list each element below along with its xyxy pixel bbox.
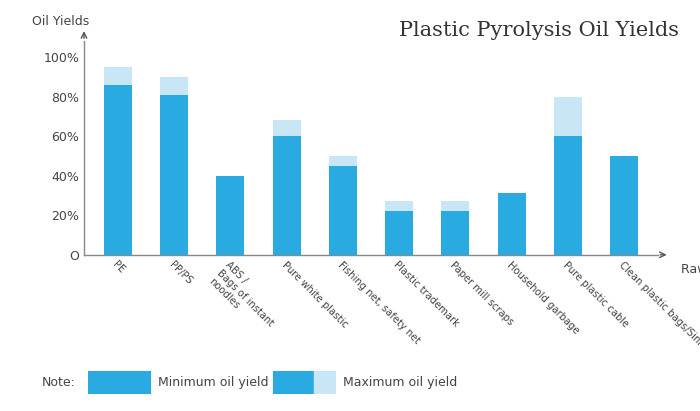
Bar	[554, 136, 582, 255]
Bar	[272, 136, 301, 255]
Bar	[329, 156, 357, 255]
Bar	[314, 371, 336, 394]
Text: Raw  Materials: Raw Materials	[681, 263, 700, 276]
Bar	[441, 201, 470, 255]
Text: Maximum oil yield: Maximum oil yield	[343, 376, 457, 389]
Bar	[104, 67, 132, 255]
Text: Plastic Pyrolysis Oil Yields: Plastic Pyrolysis Oil Yields	[399, 21, 679, 39]
Bar	[273, 371, 314, 394]
Bar	[160, 77, 188, 255]
Bar	[554, 97, 582, 255]
Bar	[104, 85, 132, 255]
Bar	[329, 166, 357, 255]
Bar	[498, 194, 526, 255]
Bar	[160, 95, 188, 255]
Bar	[441, 211, 470, 255]
Bar	[272, 120, 301, 255]
Text: Note:: Note:	[42, 376, 76, 389]
Bar	[385, 211, 413, 255]
Bar	[216, 175, 244, 255]
Text: Oil Yields: Oil Yields	[32, 15, 90, 28]
Bar	[610, 156, 638, 255]
Bar	[385, 201, 413, 255]
Text: Minimum oil yield: Minimum oil yield	[158, 376, 268, 389]
